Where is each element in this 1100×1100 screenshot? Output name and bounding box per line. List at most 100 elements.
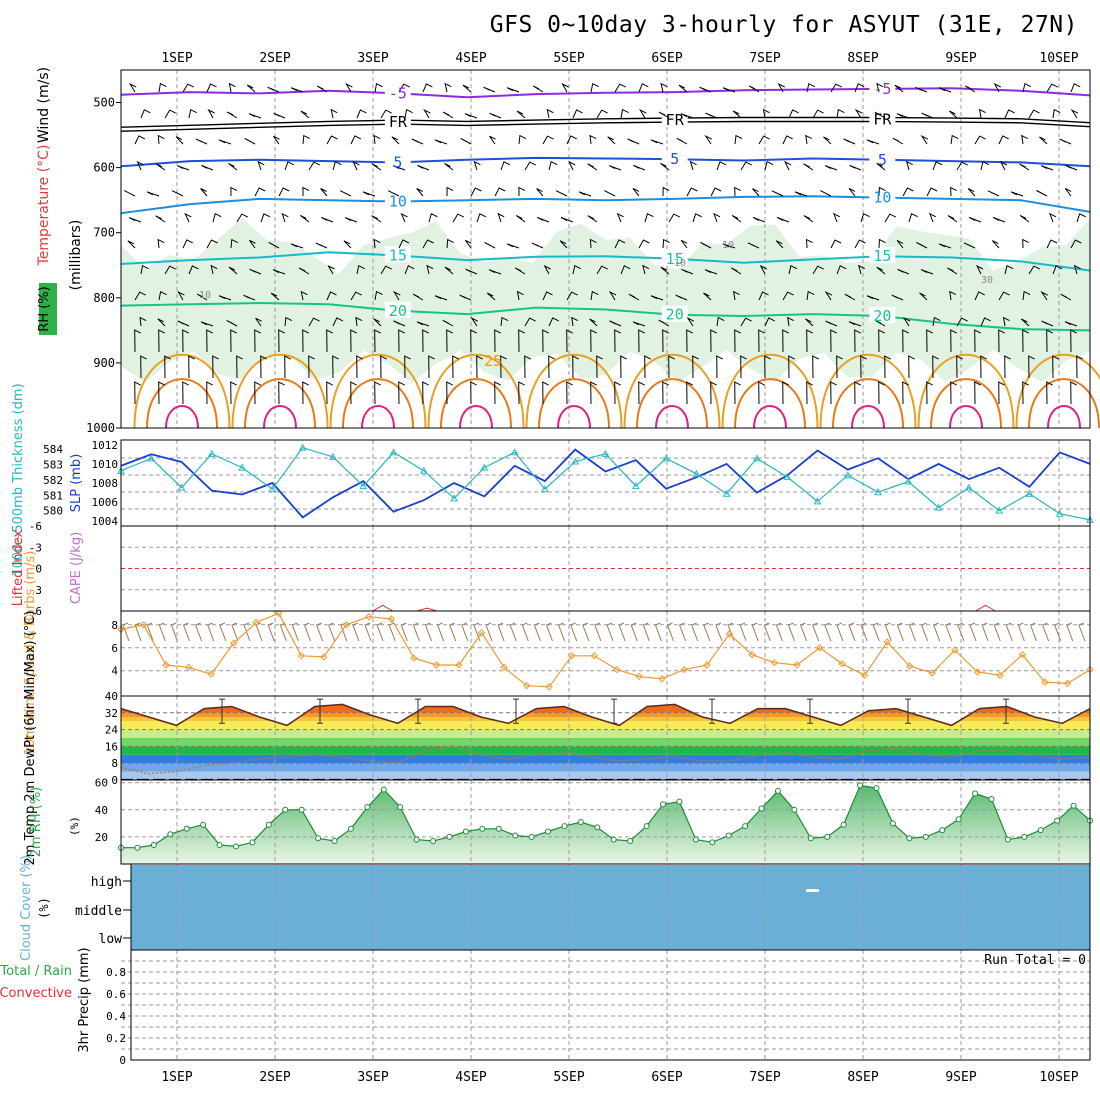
temp-minmax-bar-8 bbox=[1003, 698, 1009, 724]
rh-marker bbox=[413, 836, 420, 843]
temp-tick-16: 16 bbox=[105, 740, 118, 753]
rh-marker bbox=[676, 798, 683, 805]
temp-tick-24: 24 bbox=[105, 724, 119, 737]
cloud-cover-fill bbox=[131, 865, 1090, 950]
rh-marker bbox=[742, 823, 749, 830]
upper-ytick-800: 800 bbox=[93, 291, 115, 305]
rh-marker bbox=[200, 821, 207, 828]
day-label-bottom-8sep: 8SEP bbox=[847, 1070, 878, 1085]
rh-marker bbox=[643, 823, 650, 830]
temp-band-12 bbox=[121, 746, 1090, 755]
temp-minmax-bar-6 bbox=[807, 698, 813, 724]
wind10-marker bbox=[680, 665, 689, 674]
day-label-bottom-1sep: 1SEP bbox=[161, 1070, 192, 1085]
warm-lobe-1-day4 bbox=[538, 378, 610, 429]
rh-marker bbox=[939, 827, 946, 834]
rh-contour-label-0: 10 bbox=[674, 258, 686, 269]
warm-lobe-0-day7 bbox=[819, 353, 917, 429]
cape-ylabel: CAPE (J/kg) bbox=[69, 532, 84, 604]
temp-minmax-bar-7 bbox=[905, 698, 911, 724]
rh-marker bbox=[150, 842, 157, 849]
wind10-marker bbox=[229, 639, 238, 647]
temp-band-20 bbox=[121, 729, 1090, 738]
temp-band-0 bbox=[121, 771, 1090, 780]
rh-marker bbox=[216, 842, 223, 849]
rh-marker bbox=[298, 806, 305, 813]
wind10-marker bbox=[996, 671, 1004, 680]
warm-lobe-2-day2 bbox=[361, 405, 395, 429]
thickness-marker bbox=[571, 457, 580, 465]
temp-tick-40: 40 bbox=[105, 690, 118, 703]
temp-minmax-bar-1 bbox=[317, 698, 323, 724]
temp-ylabel: 2m Temp 2m DewPt (6hr Min/Max) (°C) bbox=[23, 611, 38, 866]
slp-tick-1008: 1008 bbox=[92, 477, 119, 490]
panel-frame-precip bbox=[130, 949, 1091, 1061]
wind10-marker bbox=[1041, 678, 1049, 686]
warm-lobe-1-day6 bbox=[734, 378, 806, 429]
warm-lobe-0-day5 bbox=[623, 353, 721, 429]
thickness-marker bbox=[329, 452, 337, 460]
isotherm-label--5: -5 bbox=[873, 80, 891, 98]
wind10-marker bbox=[297, 652, 305, 660]
precip-legend-total: Total / Rain bbox=[0, 964, 72, 979]
wind10-marker bbox=[906, 662, 914, 670]
thickness-ylabel: 1000~500mb Thickness (dm) bbox=[11, 383, 26, 576]
slp-ylabel: SLP (mb) bbox=[69, 454, 84, 513]
isotherm-label-15: 15 bbox=[666, 250, 684, 268]
rh-marker bbox=[577, 819, 584, 825]
isotherm-label-FR: FR bbox=[666, 111, 685, 129]
temp-band-24 bbox=[121, 721, 1090, 730]
wind10-marker bbox=[387, 615, 396, 623]
slp-tick-1004: 1004 bbox=[92, 515, 119, 528]
rh-marker bbox=[824, 833, 831, 840]
warm-lobe-0-day4 bbox=[525, 353, 623, 429]
wind10-marker bbox=[342, 621, 351, 629]
slp-tick-1010: 1010 bbox=[92, 458, 119, 471]
rh-contour-label-3: 10 bbox=[199, 290, 211, 301]
wind10-marker bbox=[613, 665, 621, 674]
wind10-marker bbox=[162, 661, 170, 669]
thickness-marker bbox=[510, 448, 519, 456]
warm-lobe-2-day4 bbox=[557, 405, 591, 429]
wind10-marker bbox=[455, 661, 463, 669]
precip-tick-0.8: 0.8 bbox=[106, 966, 126, 979]
rh-marker bbox=[1070, 802, 1077, 809]
rh-marker bbox=[265, 821, 272, 828]
rh-marker bbox=[659, 801, 666, 808]
rh-marker bbox=[840, 821, 847, 828]
temp-tick-8: 8 bbox=[111, 757, 118, 770]
temp-band-4 bbox=[121, 763, 1090, 772]
isotherm-label-25: 25 bbox=[484, 352, 502, 370]
wind10-marker bbox=[275, 609, 283, 618]
rh-marker bbox=[347, 825, 354, 832]
warm-lobe-1-day2 bbox=[342, 378, 414, 429]
wind10-barbs bbox=[122, 622, 1086, 642]
warm-lobe-2-day9 bbox=[1047, 405, 1081, 429]
isotherm-label-10: 10 bbox=[873, 189, 891, 207]
cloud-gap bbox=[806, 889, 819, 892]
rh-marker bbox=[495, 825, 502, 832]
upper-ylabel-temp: Temperature (°C) bbox=[36, 145, 52, 267]
precip-legend-convective: Convective bbox=[0, 986, 72, 1001]
rh-marker bbox=[1054, 817, 1061, 824]
wind10-marker bbox=[567, 652, 576, 660]
wind-barbs bbox=[123, 82, 1086, 405]
warm-lobe-0-day1 bbox=[231, 353, 329, 429]
rh-marker bbox=[183, 825, 190, 832]
slp-tick-1012: 1012 bbox=[92, 439, 119, 452]
wind10-line bbox=[120, 612, 1091, 688]
isotherm-label-20: 20 bbox=[389, 302, 407, 320]
upper-ytick-700: 700 bbox=[93, 226, 115, 240]
dewpt-line bbox=[120, 745, 1091, 775]
temp-line bbox=[120, 703, 1091, 727]
thickness-marker bbox=[238, 463, 246, 471]
cloud-ylabel: Cloud Cover (%) bbox=[19, 855, 34, 961]
warm-lobe-2-day6 bbox=[753, 405, 787, 429]
day-label-top-5sep: 5SEP bbox=[553, 51, 584, 66]
warm-lobe-0-day9 bbox=[1015, 353, 1100, 429]
thickness-tick-582: 582 bbox=[43, 474, 63, 487]
panel-frame-upper bbox=[120, 69, 1091, 429]
temp-color-bands bbox=[121, 704, 1090, 780]
slp-tick-1006: 1006 bbox=[92, 496, 119, 509]
rh-marker bbox=[249, 839, 256, 846]
